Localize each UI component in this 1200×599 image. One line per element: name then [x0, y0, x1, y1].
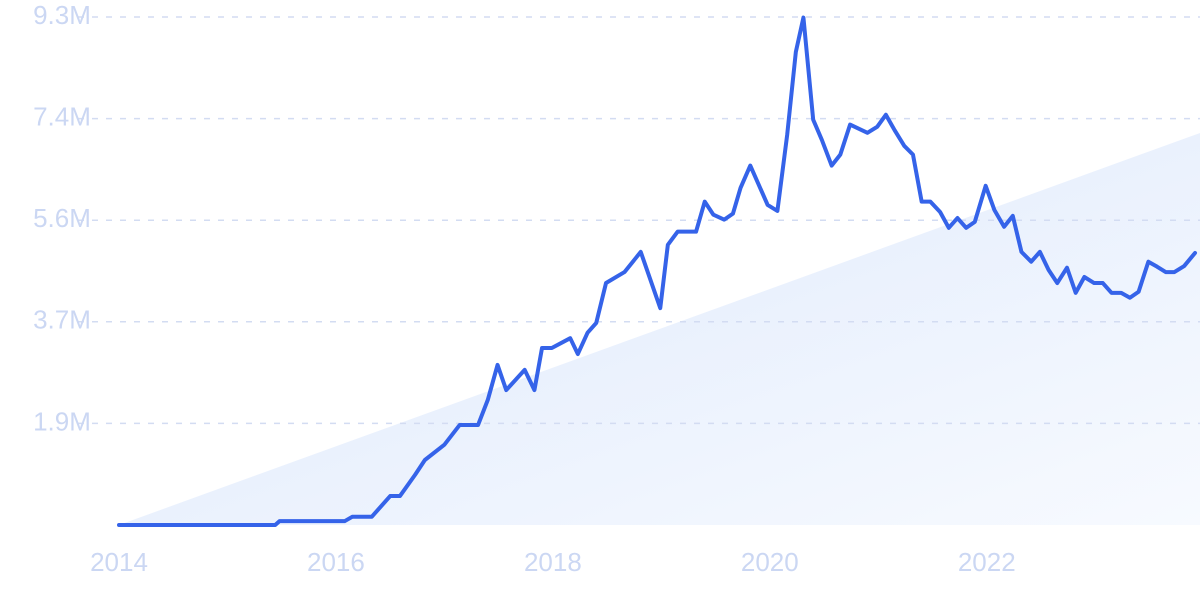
x-tick-label: 2016 — [307, 547, 365, 577]
x-tick-label: 2018 — [524, 547, 582, 577]
x-tick-label: 2020 — [741, 547, 799, 577]
x-tick-label: 2022 — [958, 547, 1016, 577]
y-tick-label: 5.6M — [33, 203, 91, 233]
y-tick-label: 7.4M — [33, 101, 91, 131]
y-tick-label: 1.9M — [33, 406, 91, 436]
line — [117, 15, 1197, 527]
trend-area — [119, 133, 1200, 525]
y-tick-label: 3.7M — [33, 305, 91, 335]
x-tick-label: 2014 — [90, 547, 148, 577]
y-tick-label: 9.3M — [33, 0, 91, 30]
